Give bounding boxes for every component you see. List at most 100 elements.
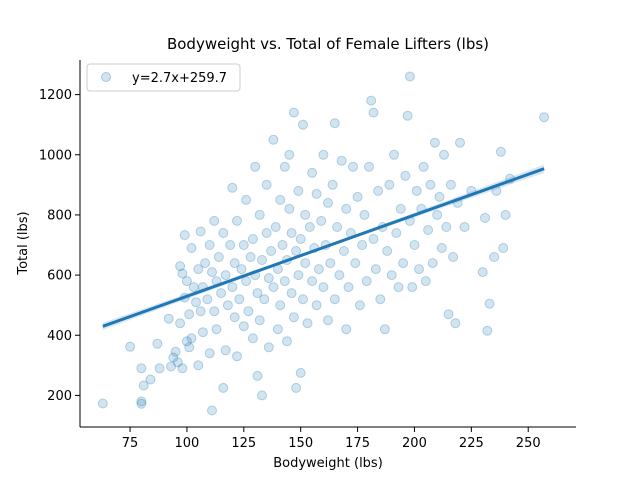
- data-point: [398, 258, 409, 269]
- data-point: [311, 300, 322, 311]
- data-point: [186, 243, 197, 253]
- data-point: [181, 276, 192, 287]
- data-point: [386, 270, 397, 281]
- data-point: [445, 179, 456, 190]
- x-tick-label: 200: [402, 436, 427, 451]
- data-point: [179, 230, 190, 241]
- data-point: [279, 161, 290, 172]
- data-point: [268, 134, 279, 145]
- data-point: [232, 215, 242, 226]
- x-tick-label: 100: [175, 436, 200, 451]
- data-point: [136, 363, 147, 374]
- data-point: [250, 161, 261, 172]
- x-ticks: 75 100 125 150 175 200 225 250: [122, 427, 541, 451]
- data-point: [423, 225, 434, 235]
- data-point: [311, 188, 322, 199]
- data-point: [295, 234, 306, 244]
- regression-line-group: [102, 164, 545, 330]
- data-point: [172, 357, 183, 368]
- data-point: [207, 405, 217, 416]
- data-point: [443, 309, 454, 320]
- legend-entry-label: y=2.7x+259.7: [132, 71, 227, 86]
- data-point: [257, 390, 267, 401]
- data-point: [459, 222, 470, 232]
- data-point: [338, 246, 349, 256]
- data-point: [243, 306, 254, 317]
- data-point: [195, 226, 206, 237]
- y-tick-label: 800: [47, 208, 72, 223]
- data-point: [288, 107, 299, 118]
- data-point: [154, 363, 165, 374]
- data-point: [484, 298, 495, 309]
- data-point: [316, 215, 327, 226]
- data-point: [329, 294, 340, 305]
- y-tick-label: 600: [47, 269, 72, 284]
- data-point: [138, 380, 149, 391]
- data-point: [284, 149, 295, 160]
- data-point: [263, 273, 274, 284]
- data-point: [302, 318, 313, 329]
- data-point: [175, 318, 186, 329]
- legend-marker: [101, 72, 111, 82]
- data-point: [384, 179, 395, 190]
- data-point: [389, 149, 399, 160]
- data-point: [323, 315, 333, 326]
- data-point: [184, 309, 195, 320]
- data-point: [181, 336, 192, 347]
- data-point: [411, 185, 422, 196]
- data-point: [350, 258, 361, 269]
- data-point: [368, 234, 379, 244]
- data-point: [282, 336, 292, 347]
- data-point: [191, 297, 201, 308]
- data-point: [379, 324, 390, 335]
- data-point: [434, 191, 445, 202]
- data-point: [439, 149, 449, 160]
- data-point: [261, 228, 272, 238]
- data-point: [429, 137, 440, 148]
- data-point: [284, 203, 295, 214]
- data-point: [364, 161, 374, 172]
- data-point: [307, 167, 318, 178]
- data-point: [252, 288, 263, 299]
- data-point: [441, 222, 452, 232]
- data-point: [495, 146, 506, 157]
- legend-frame: [86, 63, 241, 92]
- data-point: [318, 149, 329, 160]
- data-point: [184, 342, 195, 353]
- data-point: [341, 324, 352, 335]
- data-point: [298, 294, 308, 305]
- data-point: [370, 264, 381, 275]
- x-tick-label: 250: [516, 436, 541, 451]
- data-point: [209, 306, 220, 317]
- data-point: [145, 374, 156, 385]
- data-point: [325, 258, 336, 269]
- data-point: [222, 300, 233, 311]
- data-point: [327, 179, 338, 190]
- data-point: [304, 222, 315, 232]
- data-point: [275, 300, 286, 311]
- data-point: [211, 324, 222, 335]
- data-point: [436, 243, 447, 253]
- data-point: [254, 209, 265, 220]
- data-point: [170, 346, 181, 357]
- x-tick-label: 225: [459, 436, 484, 451]
- y-tick-label: 1200: [39, 88, 72, 103]
- data-point: [272, 324, 283, 335]
- data-point: [500, 209, 511, 220]
- data-point: [402, 110, 413, 121]
- data-point: [393, 282, 404, 293]
- data-point: [163, 313, 174, 324]
- data-point: [404, 71, 415, 82]
- legend: y=2.7x+259.7: [86, 63, 241, 92]
- data-point: [177, 363, 188, 374]
- data-point: [193, 360, 204, 371]
- data-point: [343, 282, 354, 293]
- chart-title: Bodyweight vs. Total of Female Lifters (…: [167, 35, 489, 53]
- data-point: [268, 282, 279, 293]
- data-point: [188, 282, 199, 293]
- data-point: [152, 338, 163, 349]
- data-point: [354, 300, 365, 311]
- data-point: [336, 155, 347, 166]
- data-point: [236, 264, 247, 275]
- data-point: [197, 327, 208, 338]
